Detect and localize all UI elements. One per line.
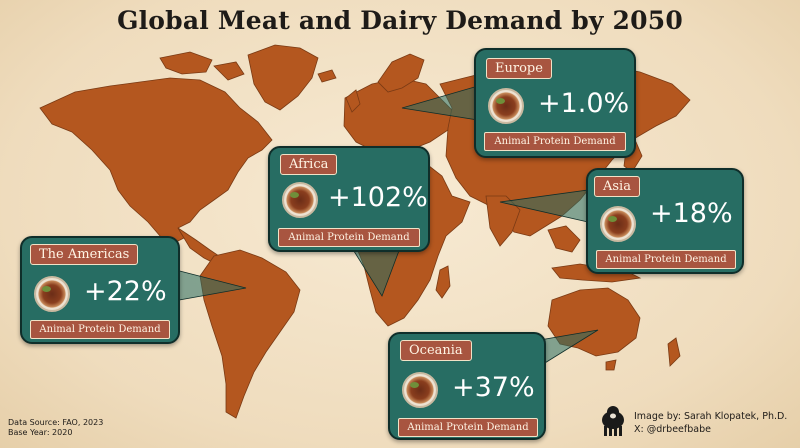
plate-of-meat-icon (402, 372, 438, 408)
southeast-asia-shape (547, 225, 581, 253)
north-america-shape (39, 77, 273, 245)
arctic-islands-shape (159, 51, 213, 75)
handle-text: X: @drbeefbabe (634, 424, 711, 435)
region-change-americas: +22% (84, 276, 167, 307)
region-label-oceania: Oceania (400, 340, 472, 361)
plate-of-meat-icon (488, 88, 524, 124)
region-caption-asia: Animal Protein Demand (596, 250, 736, 269)
base-year-text: Base Year: 2020 (8, 428, 73, 437)
india-shape (485, 195, 521, 247)
greenland-shape (247, 44, 319, 111)
region-caption-americas: Animal Protein Demand (30, 320, 170, 339)
cow-icon (602, 406, 624, 436)
region-change-africa: +102% (328, 182, 428, 213)
region-label-europe: Europe (486, 58, 552, 79)
image-credit: Image by: Sarah Klopatek, Ph.D. X: @drbe… (634, 410, 787, 436)
south-america-shape (199, 249, 301, 419)
region-card-oceania: Oceania +37% Animal Protein Demand (388, 332, 546, 440)
region-label-americas: The Americas (30, 244, 139, 265)
region-change-asia: +18% (650, 198, 733, 229)
chart-title: Global Meat and Dairy Demand by 2050 (117, 6, 683, 35)
iceland-shape (317, 69, 337, 83)
plate-of-meat-icon (34, 276, 70, 312)
region-card-americas: The Americas +22% Animal Protein Demand (20, 236, 180, 344)
new-zealand-shape (667, 337, 681, 367)
region-card-africa: Africa +102% Animal Protein Demand (268, 146, 430, 252)
region-caption-oceania: Animal Protein Demand (398, 418, 538, 437)
plate-of-meat-icon (600, 206, 636, 242)
region-label-asia: Asia (594, 176, 640, 197)
region-caption-europe: Animal Protein Demand (484, 132, 626, 151)
region-card-europe: Europe +1.0% Animal Protein Demand (474, 48, 636, 158)
data-source-text: Data Source: FAO, 2023 (8, 418, 104, 427)
scandinavia-shape (377, 53, 425, 93)
data-source-note: Data Source: FAO, 2023 Base Year: 2020 (8, 418, 103, 438)
region-change-oceania: +37% (452, 372, 535, 403)
madagascar-shape (435, 265, 451, 299)
region-caption-africa: Animal Protein Demand (278, 228, 420, 247)
author-text: Image by: Sarah Klopatek, Ph.D. (634, 411, 788, 422)
region-change-europe: +1.0% (538, 88, 630, 119)
region-card-asia: Asia +18% Animal Protein Demand (586, 168, 744, 274)
region-label-africa: Africa (280, 154, 338, 175)
uk-shape (345, 89, 361, 113)
plate-of-meat-icon (282, 182, 318, 218)
